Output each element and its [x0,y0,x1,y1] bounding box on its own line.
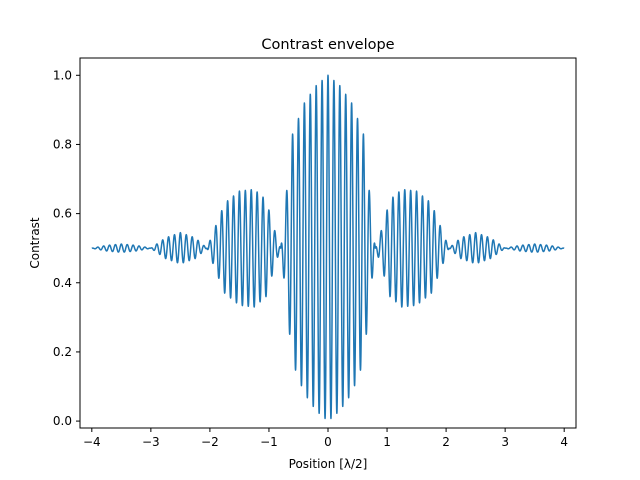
x-tick-label: −1 [260,435,278,449]
x-tick-label: 0 [324,435,332,449]
y-axis-label: Contrast [28,217,42,269]
y-tick-label: 0.6 [53,207,72,221]
y-tick-label: 0.4 [53,276,72,290]
x-tick-label: 1 [383,435,391,449]
x-tick-label: 3 [501,435,509,449]
chart-title: Contrast envelope [261,37,394,53]
series-layer [91,74,565,420]
y-tick-label: 0.8 [53,137,72,151]
x-tick-label: 4 [560,435,568,449]
y-tick-label: 1.0 [53,68,72,82]
x-axis: −4 −3 −2 −1 0 1 2 3 4 [83,428,568,449]
y-tick-label: 0.0 [53,414,72,428]
x-axis-label: Position [λ/2] [289,457,368,471]
x-tick-label: 2 [442,435,450,449]
x-tick-label: −2 [201,435,219,449]
x-tick-label: −4 [83,435,101,449]
y-axis: 0.0 0.2 0.4 0.6 0.8 1.0 [53,68,80,428]
series-line [91,74,565,420]
x-tick-label: −3 [142,435,160,449]
y-tick-label: 0.2 [53,345,72,359]
